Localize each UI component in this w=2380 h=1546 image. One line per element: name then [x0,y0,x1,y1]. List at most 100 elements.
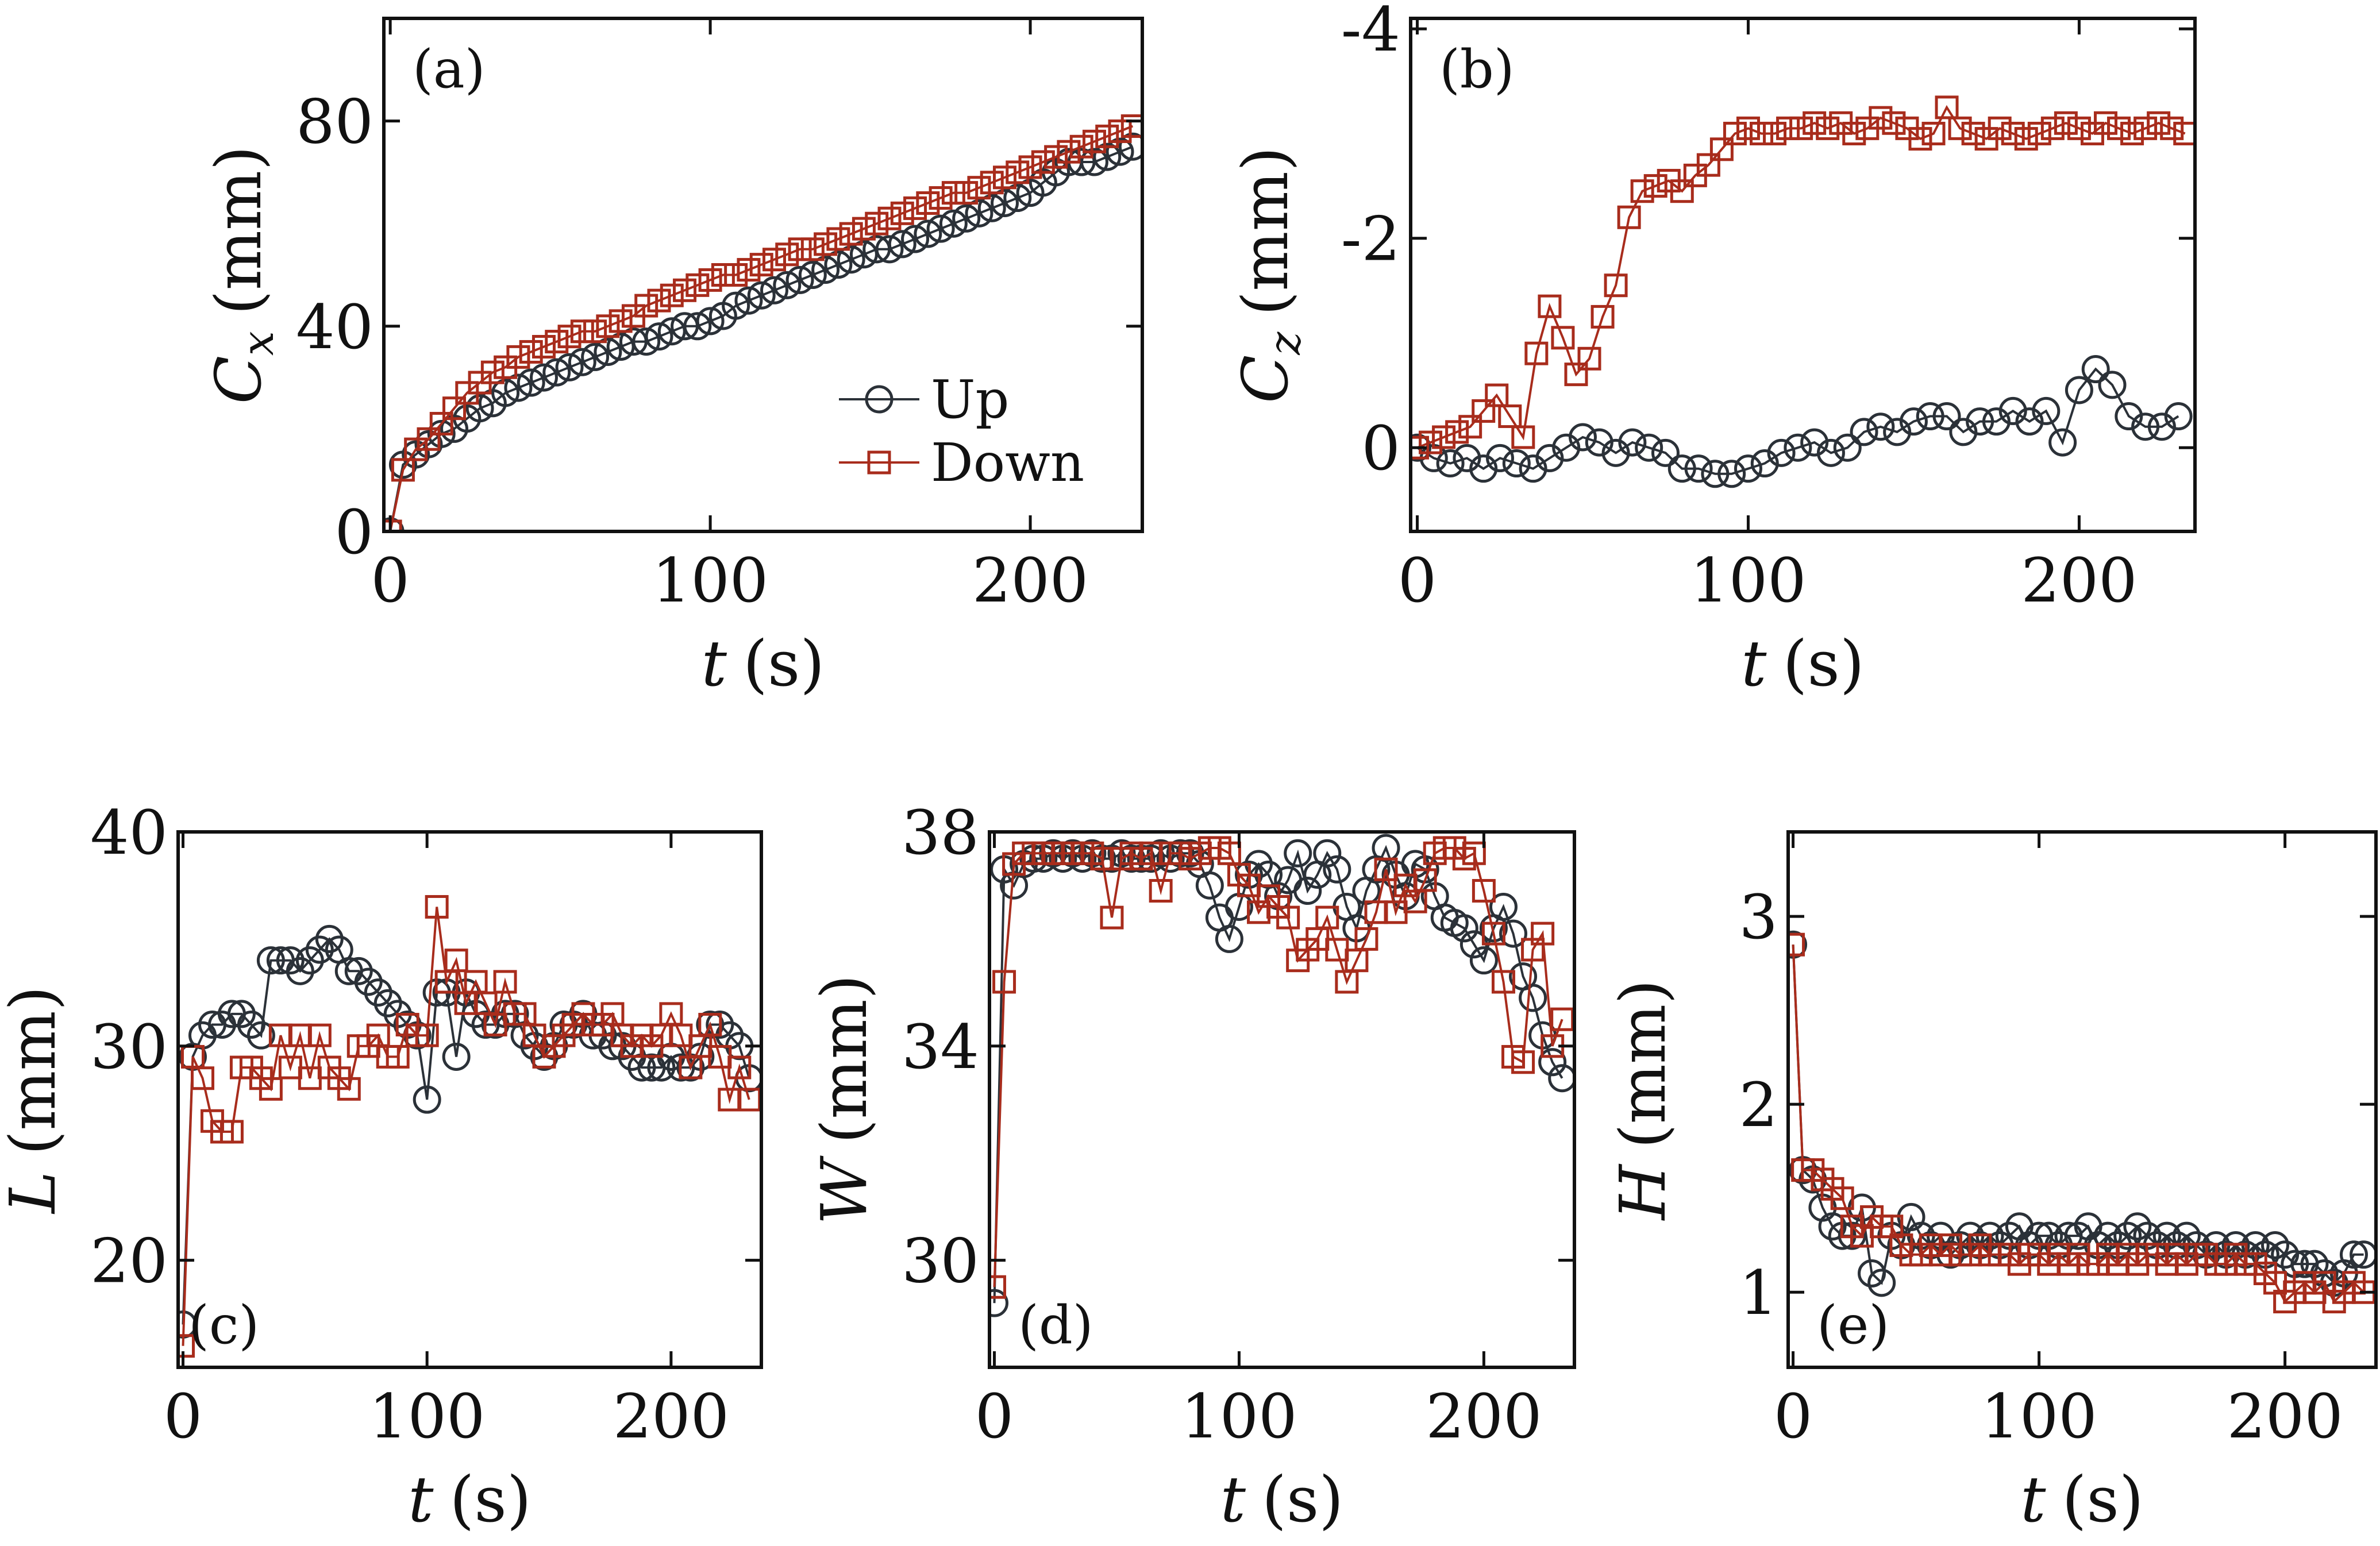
data-point-up [2131,412,2160,441]
series-down [1411,95,2195,460]
data-point-up [1519,454,1547,483]
data-point-up [1469,454,1498,483]
data-point-up [1093,142,1122,171]
data-point-down [1988,116,2012,140]
data-point-up [364,978,392,1007]
data-point-up [1215,924,1243,953]
data-point-up [344,957,373,985]
panel-d: 0 100 200 30 34 38 t (s) W (mm) (d) [807,797,1576,1536]
data-point-down [259,1077,283,1101]
data-point-up [1450,914,1478,943]
x-axis-unit: (s) [1782,627,1864,700]
data-point-down [2133,116,2158,140]
plot-frame [988,830,1576,1369]
data-point-down [737,258,761,282]
data-point-down [1921,121,1946,145]
data-point-down [634,294,658,318]
data-point-down [1590,304,1615,329]
plot-area [989,834,1574,1317]
data-point-up [2261,1231,2290,1259]
data-point-up [227,1000,256,1028]
y-tick-label: 34 [902,1012,979,1082]
data-point-up [798,261,827,289]
data-point-down [727,1055,752,1079]
data-point-down [890,201,914,225]
x-axis-title: t (s) [1741,627,1865,700]
series-line-down [182,907,750,1346]
data-point-up [914,219,942,248]
data-point-up [1858,1259,1886,1287]
series-down [1788,932,2376,1314]
data-point-down [737,1088,761,1112]
data-point-down [1524,341,1549,365]
data-point-down [1551,326,1575,350]
data-point-up [442,1042,471,1071]
data-point-down [1789,116,1813,140]
data-point-down [2093,111,2117,135]
data-point-down [415,1023,439,1047]
x-axis-variable: t [702,627,727,700]
data-point-down [1481,922,1505,946]
data-point-up [696,307,725,336]
data-point-up [2032,396,2061,425]
data-point-up [1998,396,2027,425]
y-tick-label: -2 [1341,204,1400,275]
data-point-up [824,250,853,279]
y-axis-unit: (mm) [807,974,881,1143]
data-point-up [1982,407,2011,436]
x-axis-variable: t [408,1463,434,1536]
plot-frame [382,17,1144,533]
x-axis-variable: t [1741,627,1767,700]
x-tick-label: 100 [1181,1381,1297,1452]
data-point-up [2115,402,2143,431]
data-point-up [247,1021,275,1050]
data-point-down [724,263,748,287]
data-point-up [2164,402,2193,431]
data-point-up [1502,449,1531,478]
data-point-up [1916,402,1944,431]
data-point-up [1519,984,1547,1012]
data-point-up [837,245,865,274]
data-point-up [1867,1269,1896,1297]
data-point-down [1670,179,1694,203]
data-point-up [939,209,968,238]
data-point-down [1723,121,1747,145]
data-point-up [1118,132,1142,161]
y-tick-label: 80 [296,87,373,157]
data-point-up [568,348,596,376]
data-point-up [760,276,788,304]
legend-marker [867,450,891,475]
data-point-up [645,322,673,351]
data-point-down [762,248,786,272]
data-point-up [276,946,305,975]
data-point-up [427,419,456,448]
data-point-down [1458,415,1482,439]
data-point-up [2081,355,2110,384]
x-axis-unit: (s) [449,1463,531,1536]
x-tick-label: 100 [652,545,768,616]
data-point-down [660,283,684,307]
x-axis-title: t (s) [408,1463,532,1536]
y-axis-title: Cz (mm) [1228,146,1310,403]
data-point-down [1057,140,1081,164]
data-point-down [1830,1186,1854,1210]
data-point-up [1750,449,1779,478]
data-point-down [391,458,415,482]
data-point-down [1788,932,1805,957]
data-point-up [1284,839,1312,868]
data-point-down [1044,145,1068,169]
data-point-down [506,345,530,369]
data-point-down [1550,1007,1574,1031]
plot-frame [1786,830,2378,1369]
data-point-down [1961,121,1985,145]
data-point-down [1564,363,1588,387]
data-point-down [386,1044,410,1069]
x-axis-unit: (s) [1262,1463,1343,1536]
data-point-down [1604,273,1628,298]
data-point-down [307,1023,332,1047]
data-point-up [237,1011,265,1039]
data-point-up [465,394,494,423]
data-point-down [519,340,543,364]
data-point-up [1436,449,1465,478]
series-down [989,836,1574,1299]
